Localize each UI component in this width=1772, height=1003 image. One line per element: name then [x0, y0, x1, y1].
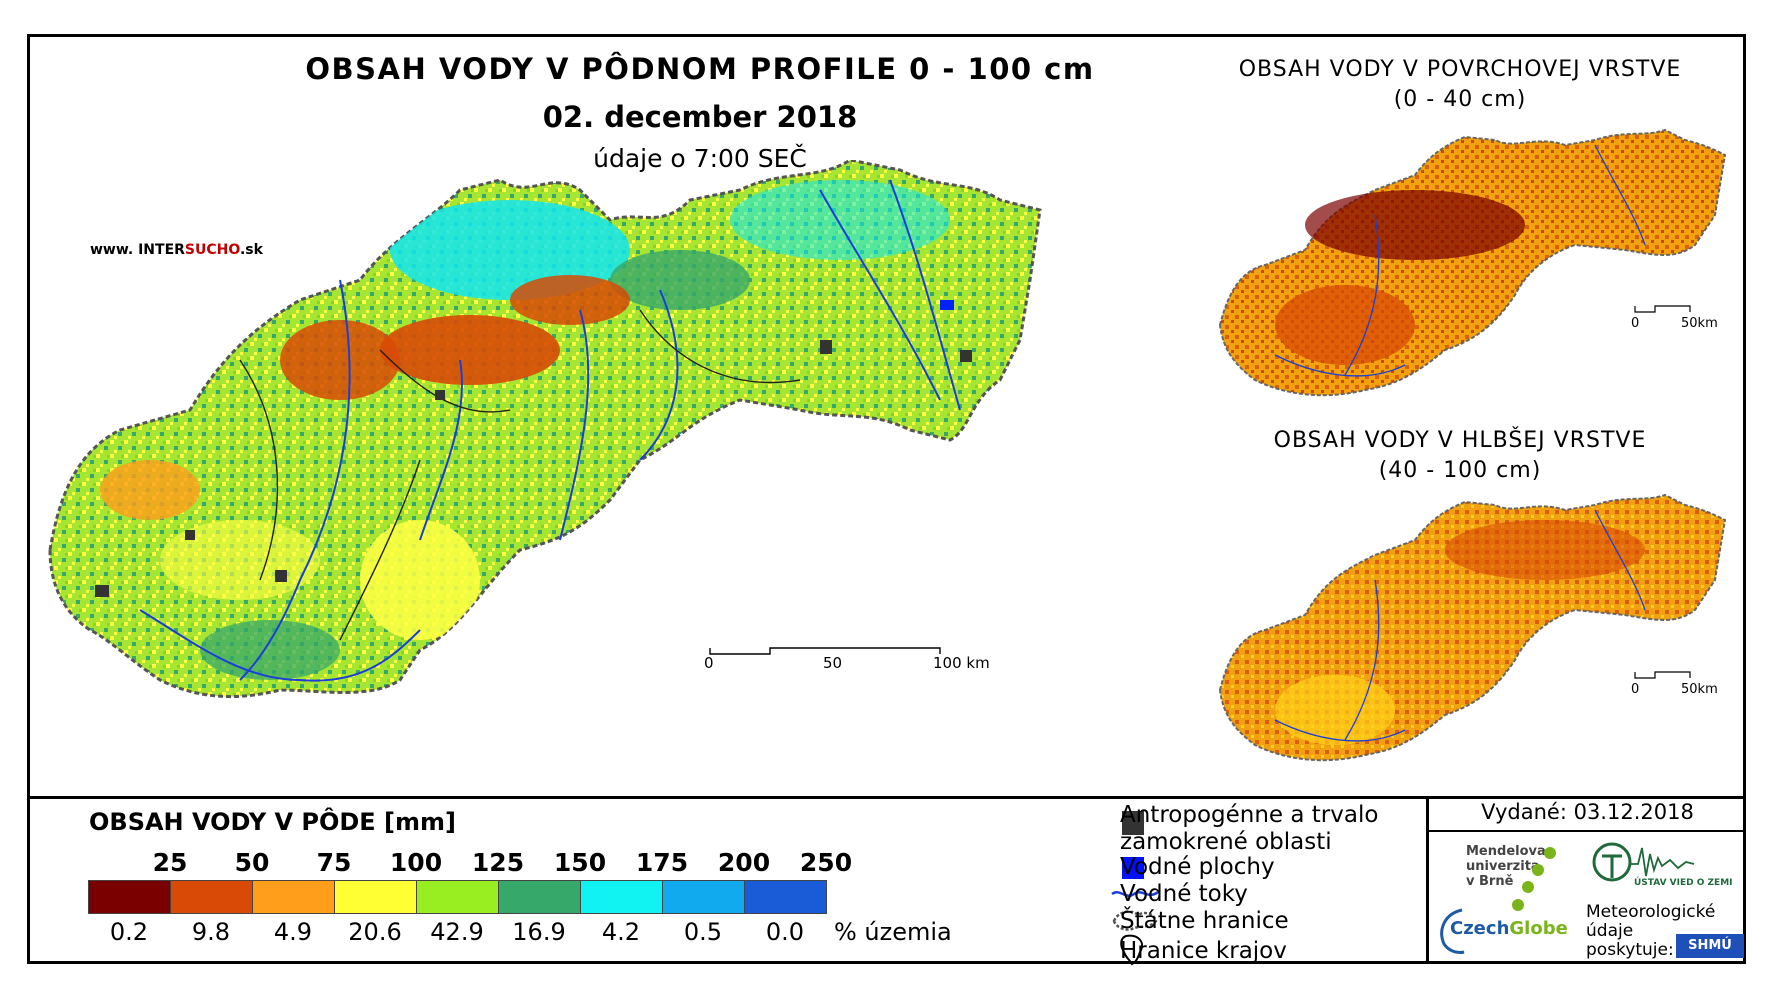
legend-swatch [745, 881, 826, 913]
anthropogenic-area-icon [1122, 811, 1144, 835]
czechglobe-logo-part1: Czech [1450, 918, 1510, 939]
legend-threshold: 175 [635, 848, 689, 877]
map-time: údaje o 7:00 SEČ [593, 144, 807, 173]
legend-percentage: 16.9 [512, 918, 566, 946]
legend-percentage: 9.8 [191, 918, 231, 946]
legend-swatch [499, 881, 581, 913]
inset-deep-scale [1634, 671, 1691, 679]
legend-swatch [417, 881, 499, 913]
legend-percent-label: % územia [834, 918, 952, 946]
inset-surface-scale [1634, 305, 1691, 313]
legend-threshold: 25 [152, 848, 188, 877]
legend-threshold: 50 [234, 848, 270, 877]
legend-threshold: 100 [389, 848, 443, 877]
legend-swatch [171, 881, 253, 913]
legend-percentage: 42.9 [430, 918, 484, 946]
website-label: www. INTERSUCHO.sk [90, 242, 263, 258]
main-map [48, 160, 1042, 699]
main-scale-end: 100 km [933, 654, 990, 672]
ustav-label: ÚSTAV VIED O ZEMI [1634, 878, 1733, 888]
ustav-logo-icon [1592, 842, 1695, 882]
legend-threshold: 250 [799, 848, 853, 877]
issued-divider [1426, 830, 1746, 832]
czechglobe-logo-part2: Globe [1509, 918, 1568, 939]
main-scale-mid: 50 [823, 654, 843, 672]
inset-deep-title: OBSAH VODY V HLBŠEJ VRSTVE [1273, 428, 1647, 453]
legend-percentage: 4.2 [601, 918, 641, 946]
issued-date: Vydané: 03.12.2018 [1481, 800, 1694, 824]
mendel-line2: univerzita [1466, 859, 1540, 874]
legend-swatch [253, 881, 335, 913]
website-suffix: .sk [239, 242, 263, 258]
water-body-icon [1122, 857, 1144, 879]
mendel-line3: v Brně [1466, 874, 1514, 889]
legend-threshold: 75 [316, 848, 352, 877]
inset-deep-scale-end: 50km [1681, 682, 1718, 697]
key-water-bodies: Vodné plochy [1120, 854, 1275, 880]
legend-swatch [335, 881, 417, 913]
legend-percentage: 0.0 [765, 918, 805, 946]
meteo-line3: poskytuje: [1586, 940, 1674, 960]
legend-threshold: 150 [553, 848, 607, 877]
mendel-line1: Mendelova [1466, 844, 1546, 859]
inset-surface-scale-end: 50km [1681, 316, 1718, 331]
key-anthropogenic-line2: zamokrené oblasti [1120, 829, 1332, 855]
legend-threshold: 200 [717, 848, 771, 877]
meteo-line1: Meteorologické [1586, 902, 1716, 922]
key-state-border: Štátne hranice [1120, 908, 1289, 934]
website-accent: SUCHO [184, 242, 240, 258]
meteo-line2: údaje [1586, 921, 1634, 941]
main-scale-zero: 0 [704, 654, 714, 672]
inset-deep-map [1218, 493, 1727, 762]
czechglobe-arc-icon [1440, 908, 1465, 954]
shmu-logo: SHMÚ [1676, 934, 1744, 958]
legend-color-ramp [88, 880, 827, 914]
legend-percentage: 4.9 [273, 918, 313, 946]
inset-deep-depth: (40 - 100 cm) [1378, 458, 1542, 483]
logos-divider [1426, 796, 1429, 964]
legend-percentage: 0.5 [683, 918, 723, 946]
key-region-border: Hranice krajov [1120, 938, 1287, 964]
region-border-icon [1120, 934, 1144, 966]
inset-surface-map [1218, 128, 1727, 397]
river-line-icon [1111, 890, 1159, 897]
website-prefix: www. INTER [90, 242, 185, 258]
legend-swatch [581, 881, 663, 913]
legend-percentage: 0.2 [109, 918, 149, 946]
legend-percentage: 20.6 [348, 918, 402, 946]
czechglobe-logo: CzechGlobe [1450, 918, 1568, 939]
map-title: OBSAH VODY V PÔDNOM PROFILE 0 - 100 cm [305, 52, 1095, 86]
map-date: 02. december 2018 [542, 100, 858, 134]
legend-divider [27, 796, 1746, 799]
mendel-dots-icon [1512, 847, 1556, 911]
key-rivers: Vodné toky [1120, 881, 1248, 907]
legend-swatch [89, 881, 171, 913]
inset-surface-depth: (0 - 40 cm) [1393, 87, 1527, 112]
inset-surface-scale-zero: 0 [1631, 316, 1640, 331]
legend-threshold: 125 [471, 848, 525, 877]
legend-swatch [663, 881, 745, 913]
inset-surface-title: OBSAH VODY V POVRCHOVEJ VRSTVE [1238, 57, 1682, 82]
legend-title: OBSAH VODY V PÔDE [mm] [89, 808, 457, 836]
state-border-icon [1112, 910, 1158, 931]
main-scale-bar [709, 647, 941, 655]
inset-deep-scale-zero: 0 [1631, 682, 1640, 697]
key-anthropogenic-line1: Antropogénne a trvalo [1120, 802, 1379, 828]
